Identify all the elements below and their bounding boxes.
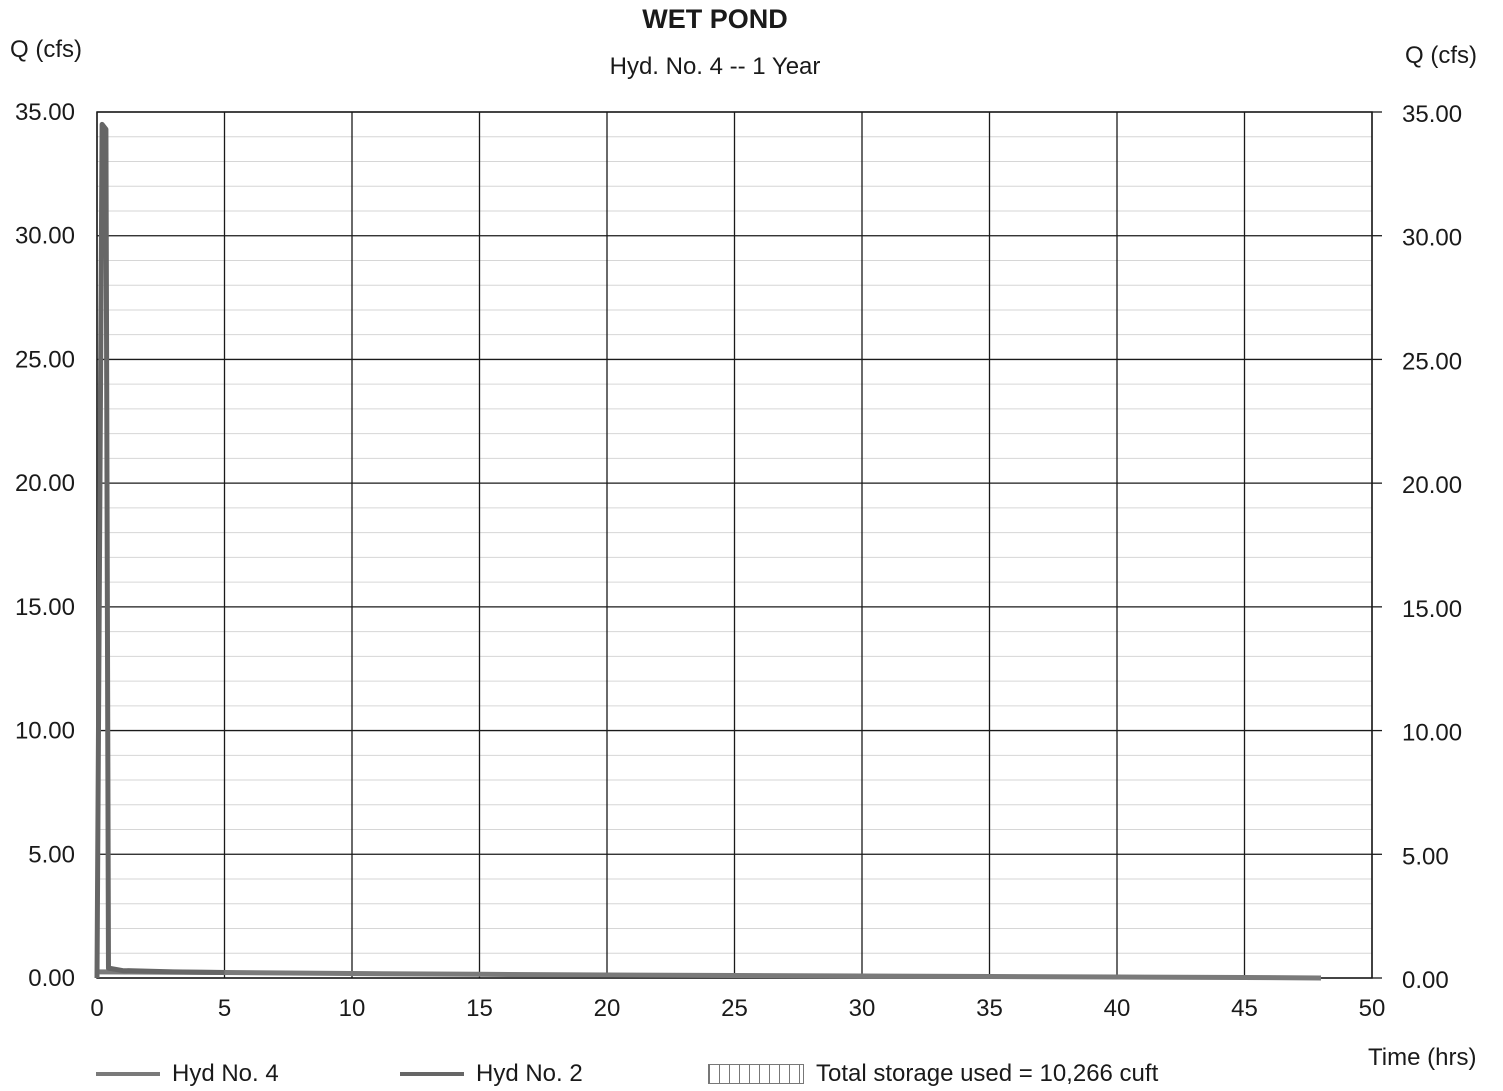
x-tick-label: 25 (721, 995, 748, 1022)
y-tick-label-left: 10.00 (15, 718, 75, 745)
legend-label-hyd-4: Hyd No. 4 (172, 1060, 279, 1087)
x-axis-label: Time (hrs) (1368, 1044, 1477, 1071)
legend-item-storage: Total storage used = 10,266 cuft (708, 1060, 1158, 1088)
y-tick-label-right: 15.00 (1402, 596, 1462, 623)
x-tick-label: 35 (976, 995, 1003, 1022)
x-tick-label: 5 (218, 995, 231, 1022)
legend-swatch-hyd-2 (400, 1072, 464, 1076)
chart-subtitle: Hyd. No. 4 -- 1 Year (609, 53, 821, 80)
y-tick-label-right: 25.00 (1402, 348, 1462, 375)
tick-labels: 0.00 0.00 5.00 5.00 10.00 10.00 15.00 15.00 20.0… (15, 99, 1462, 1022)
y-tick-label-right: 5.00 (1402, 843, 1449, 870)
x-tick-label: 10 (339, 995, 366, 1022)
y-tick-label-left: 15.00 (15, 594, 75, 621)
series-line-hyd-2 (94, 121, 225, 979)
y-tick-label-left: 5.00 (28, 841, 75, 868)
axes (96, 111, 1382, 979)
legend-label-hyd-2: Hyd No. 2 (476, 1060, 583, 1087)
y-tick-label-right: 35.00 (1402, 101, 1462, 128)
y-axis-label-right: Q (cfs) (1405, 42, 1477, 69)
x-tick-label: 0 (90, 995, 103, 1022)
x-tick-label: 45 (1231, 995, 1258, 1022)
storage-annotation: Total storage used = 10,266 cuft (816, 1060, 1159, 1087)
legend-item-hyd-4: Hyd No. 4 (96, 1060, 279, 1088)
y-tick-label-left: 25.00 (15, 346, 75, 373)
x-tick-label: 40 (1104, 995, 1131, 1022)
y-tick-label-left: 0.00 (28, 965, 75, 992)
legend-swatch-hyd-4 (96, 1072, 160, 1076)
y-tick-label-right: 0.00 (1402, 967, 1449, 994)
x-tick-label: 20 (594, 995, 621, 1022)
chart-title: WET POND (642, 4, 788, 34)
storage-hatch-swatch (708, 1064, 804, 1084)
y-tick-label-right: 20.00 (1402, 472, 1462, 499)
series-lines (94, 121, 1322, 981)
y-tick-label-left: 35.00 (15, 99, 75, 126)
x-tick-label: 15 (466, 995, 493, 1022)
y-tick-label-left: 20.00 (15, 470, 75, 497)
legend-item-hyd-2: Hyd No. 2 (400, 1060, 583, 1088)
y-axis-label-left: Q (cfs) (10, 36, 82, 63)
x-tick-label: 30 (849, 995, 876, 1022)
y-tick-label-right: 10.00 (1402, 720, 1462, 747)
x-tick-label: 50 (1359, 995, 1386, 1022)
y-tick-label-right: 30.00 (1402, 225, 1462, 252)
series-line-hyd-4 (96, 969, 1322, 981)
y-tick-label-left: 30.00 (15, 223, 75, 250)
grid (96, 111, 1373, 979)
